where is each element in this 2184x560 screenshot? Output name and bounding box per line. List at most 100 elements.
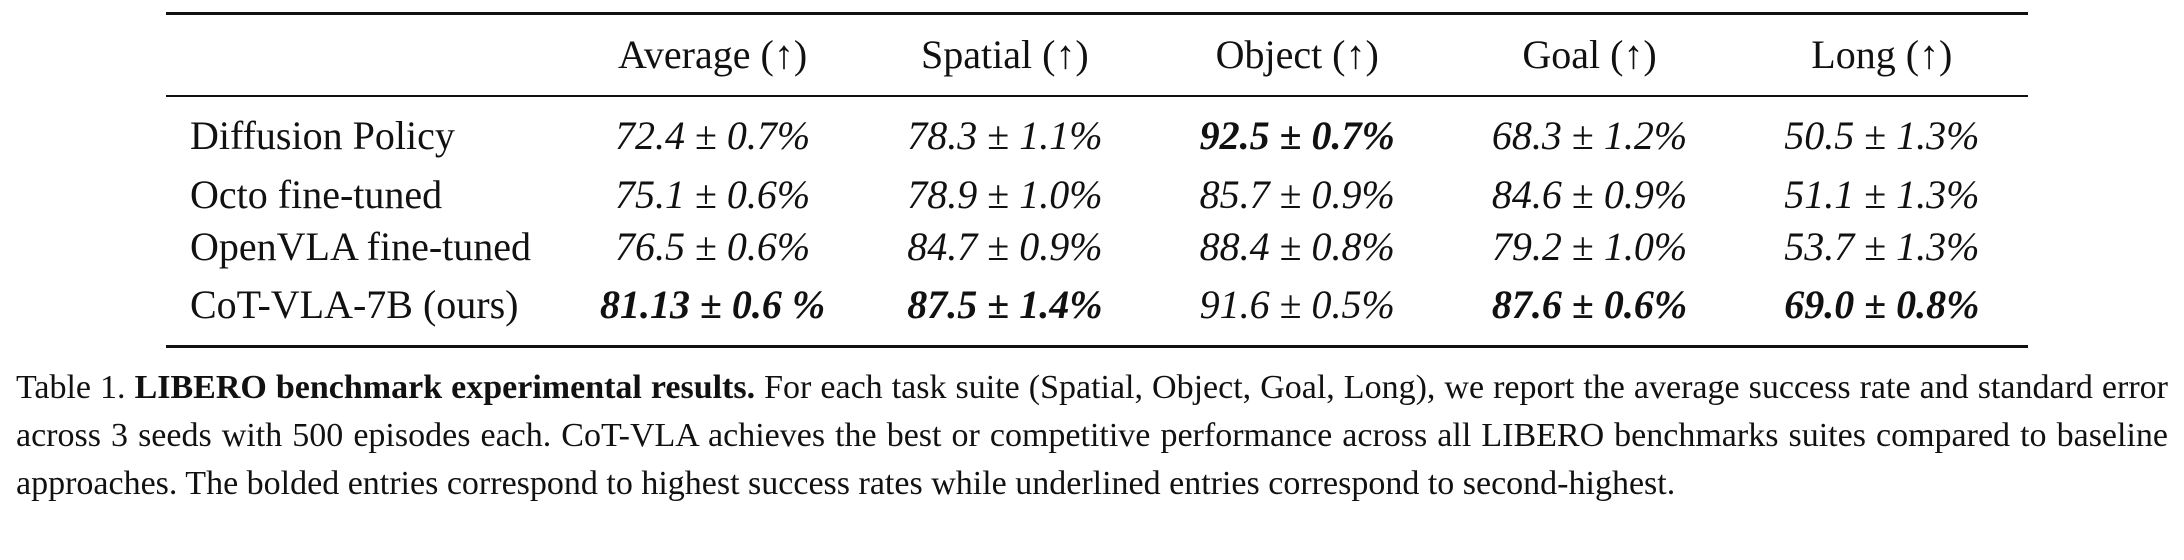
result-cell-object: 88.4 ± 0.8% — [1151, 221, 1443, 273]
plus-minus-symbol: ± — [694, 113, 717, 158]
success-rate-value: 50.5 ± 1.3% — [1784, 113, 1979, 158]
standard-error-value: 0.6% — [726, 224, 811, 269]
table-row: Octo fine-tuned 75.1 ± 0.6% 78.9 ± 1.0% 85.… — [166, 169, 2028, 221]
method-name-cell: Diffusion Policy — [190, 113, 455, 158]
success-rate-value: 68.3 ± 1.2% — [1492, 113, 1687, 158]
result-cell-long: 51.1 ± 1.3% — [1736, 169, 2028, 221]
caption-lead: LIBERO benchmark experimental results. — [134, 369, 756, 406]
table-row: OpenVLA fine-tuned 76.5 ± 0.6% 84.7 ± 0.9%… — [166, 221, 2028, 273]
success-rate-value: 79.2 ± 1.0% — [1492, 224, 1687, 269]
standard-error-value: 1.1% — [1019, 113, 1103, 158]
success-rate-value: 91.6 ± 0.5% — [1200, 282, 1395, 327]
standard-error-value: 1.3% — [1896, 172, 1980, 217]
success-rate-value: 87.5 ± 1.4% — [907, 282, 1102, 327]
result-cell-object: 92.5 ± 0.7% — [1151, 96, 1443, 169]
mean-value: 91.6 — [1199, 282, 1270, 327]
success-rate-value: 51.1 ± 1.3% — [1784, 172, 1979, 217]
header-average: Average (↑) — [618, 32, 808, 77]
mean-value: 87.6 — [1491, 282, 1562, 327]
result-cell-goal: 68.3 ± 1.2% — [1443, 96, 1735, 169]
result-cell-spatial: 78.9 ± 1.0% — [859, 169, 1151, 221]
success-rate-value: 53.7 ± 1.3% — [1784, 224, 1979, 269]
table-caption: Table 1. LIBERO benchmark experimental r… — [16, 364, 2168, 508]
standard-error-value: 0.8% — [1311, 224, 1395, 269]
method-name-cell: OpenVLA fine-tuned — [190, 224, 532, 269]
result-cell-long: 69.0 ± 0.8% — [1736, 273, 2028, 347]
caption-label: Table 1. — [16, 369, 126, 406]
result-cell-average: 81.13 ± 0.6 % — [566, 273, 858, 347]
result-cell-spatial: 78.3 ± 1.1% — [859, 96, 1151, 169]
mean-value: 68.3 — [1491, 113, 1562, 158]
success-rate-value: 69.0 ± 0.8% — [1784, 282, 1979, 327]
success-rate-value: 78.9 ± 1.0% — [907, 172, 1102, 217]
plus-minus-symbol: ± — [1279, 113, 1302, 158]
result-cell-average: 72.4 ± 0.7% — [566, 96, 858, 169]
plus-minus-symbol: ± — [1571, 172, 1594, 217]
mean-value: 84.7 — [907, 224, 978, 269]
standard-error-value: 1.3% — [1896, 113, 1980, 158]
plus-minus-symbol: ± — [1571, 113, 1594, 158]
libero-results-table: Average (↑) Spatial (↑) Object (↑) Goal … — [166, 12, 2028, 348]
result-cell-spatial: 84.7 ± 0.9% — [859, 221, 1151, 273]
result-cell-object: 85.7 ± 0.9% — [1151, 169, 1443, 221]
header-long: Long (↑) — [1811, 32, 1953, 77]
mean-value: 78.3 — [907, 113, 978, 158]
standard-error-value: 1.0% — [1603, 224, 1688, 269]
result-cell-long: 53.7 ± 1.3% — [1736, 221, 2028, 273]
plus-minus-symbol: ± — [1279, 282, 1302, 327]
mean-value: 50.5 — [1784, 113, 1855, 158]
table-header-row: Average (↑) Spatial (↑) Object (↑) Goal … — [166, 13, 2028, 96]
success-rate-value: 88.4 ± 0.8% — [1200, 224, 1395, 269]
mean-value: 69.0 — [1784, 282, 1855, 327]
standard-error-value: 0.7% — [726, 113, 811, 158]
success-rate-value: 75.1 ± 0.6% — [615, 172, 810, 217]
mean-value: 51.1 — [1784, 172, 1855, 217]
result-cell-goal: 79.2 ± 1.0% — [1443, 221, 1735, 273]
standard-error-value: 0.9% — [1603, 172, 1688, 217]
plus-minus-symbol: ± — [1864, 282, 1887, 327]
success-rate-value: 85.7 ± 0.9% — [1200, 172, 1395, 217]
standard-error-value: 0.8% — [1896, 282, 1980, 327]
result-cell-goal: 84.6 ± 0.9% — [1443, 169, 1735, 221]
success-rate-value: 87.6 ± 0.6% — [1492, 282, 1687, 327]
mean-value: 84.6 — [1491, 172, 1562, 217]
table-row: CoT-VLA-7B (ours) 81.13 ± 0.6 % 87.5 ± 1.4… — [166, 273, 2028, 347]
success-rate-value: 72.4 ± 0.7% — [615, 113, 810, 158]
result-cell-goal: 87.6 ± 0.6% — [1443, 273, 1735, 347]
standard-error-value: 0.6% — [726, 172, 811, 217]
header-object: Object (↑) — [1215, 32, 1379, 77]
plus-minus-symbol: ± — [987, 224, 1010, 269]
plus-minus-symbol: ± — [694, 224, 717, 269]
plus-minus-symbol: ± — [987, 282, 1010, 327]
mean-value: 53.7 — [1784, 224, 1855, 269]
table-body: Diffusion Policy 72.4 ± 0.7% 78.3 ± 1.1% 92… — [166, 96, 2028, 347]
result-cell-spatial: 87.5 ± 1.4% — [859, 273, 1151, 347]
standard-error-value: 1.4% — [1019, 282, 1103, 327]
success-rate-value: 92.5 ± 0.7% — [1200, 113, 1395, 158]
plus-minus-symbol: ± — [1571, 224, 1594, 269]
standard-error-value: 0.9% — [1311, 172, 1395, 217]
success-rate-value: 81.13 ± 0.6 % — [600, 282, 825, 327]
caption-body: For each task suite (Spatial, Object, Go… — [16, 369, 2168, 502]
plus-minus-symbol: ± — [1864, 172, 1887, 217]
mean-value: 75.1 — [614, 172, 685, 217]
standard-error-value: 0.9% — [1019, 224, 1103, 269]
plus-minus-symbol: ± — [694, 172, 717, 217]
mean-value: 92.5 — [1199, 113, 1270, 158]
standard-error-value: 0.6 % — [731, 282, 826, 327]
mean-value: 81.13 — [599, 282, 690, 327]
plus-minus-symbol: ± — [987, 172, 1010, 217]
success-rate-value: 84.6 ± 0.9% — [1492, 172, 1687, 217]
result-cell-average: 75.1 ± 0.6% — [566, 169, 858, 221]
mean-value: 79.2 — [1491, 224, 1562, 269]
standard-error-value: 0.6% — [1603, 282, 1688, 327]
standard-error-value: 0.5% — [1311, 282, 1395, 327]
mean-value: 76.5 — [614, 224, 685, 269]
standard-error-value: 1.0% — [1019, 172, 1103, 217]
mean-value: 87.5 — [907, 282, 978, 327]
success-rate-value: 76.5 ± 0.6% — [615, 224, 810, 269]
method-name-cell: Octo fine-tuned — [190, 172, 443, 217]
result-cell-object: 91.6 ± 0.5% — [1151, 273, 1443, 347]
result-cell-average: 76.5 ± 0.6% — [566, 221, 858, 273]
